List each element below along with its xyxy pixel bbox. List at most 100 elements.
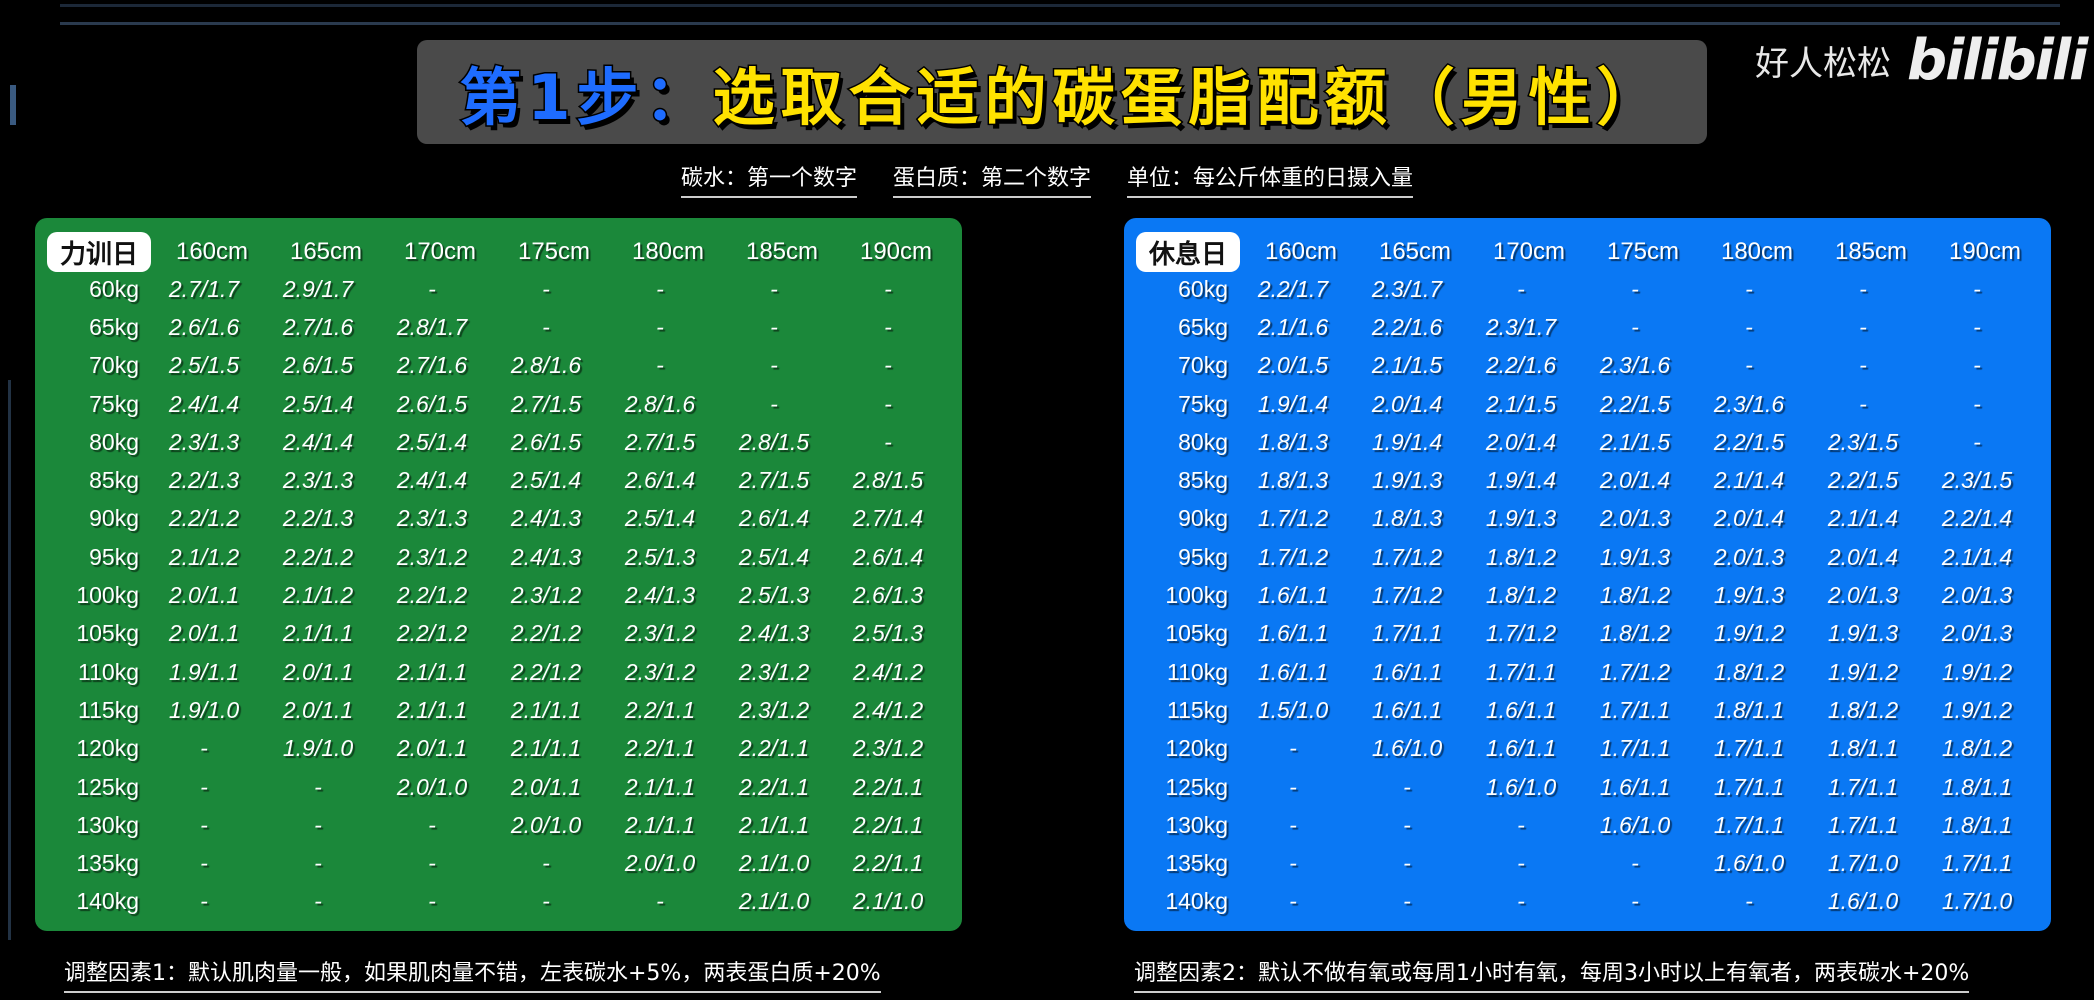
table-cell: 2.0/1.1	[168, 620, 240, 647]
table-cell: 2.5/1.4	[624, 505, 696, 532]
table-cell: 2.5/1.5	[168, 352, 240, 379]
table-row: 115kg 1.5/1.0 1.6/1.1 1.6/1.1 1.7/1.1 1.8/1.1…	[1124, 691, 2042, 729]
table-cell: -	[1631, 313, 1639, 340]
table-cell: -	[200, 888, 208, 915]
table-row: 120kg - 1.9/1.0 2.0/1.1 2.1/1.1 2.2/1.1 2.2/1.…	[35, 730, 953, 768]
table-row: 130kg - - - 2.0/1.0 2.1/1.1 2.1/1.1 2.2/1.1	[35, 806, 953, 844]
table-cell: 2.7/1.5	[510, 390, 582, 417]
table-cell: -	[314, 811, 322, 838]
weight-label: 120kg	[1165, 735, 1228, 762]
table-row: 140kg - - - - - 1.6/1.0 1.7/1.0	[1124, 883, 2042, 921]
table-cell: 1.8/1.2	[1713, 658, 1785, 685]
watermark: 好人松松 bilibili	[1755, 28, 2088, 93]
table-cell: 2.6/1.4	[852, 543, 924, 570]
table-cell: 1.9/1.3	[1371, 467, 1443, 494]
table-cell: -	[1859, 275, 1867, 302]
table-cell: -	[1289, 735, 1297, 762]
table-cell: 2.3/1.5	[1827, 428, 1899, 455]
table-row: 115kg 1.9/1.0 2.0/1.1 2.1/1.1 2.1/1.1 2.2/1.1…	[35, 691, 953, 729]
weight-label: 140kg	[1165, 888, 1228, 915]
table-cell: -	[314, 850, 322, 877]
table-cell: 2.0/1.0	[510, 811, 582, 838]
table-cell: 2.2/1.2	[282, 543, 354, 570]
table-cell: 1.8/1.2	[1827, 696, 1899, 723]
weight-label: 85kg	[1178, 467, 1228, 494]
table-cell: -	[1517, 811, 1525, 838]
table-cell: 1.6/1.0	[1713, 850, 1785, 877]
table-cell: 1.9/1.2	[1827, 658, 1899, 685]
table-cell: -	[428, 811, 436, 838]
table-cell: 2.0/1.5	[1257, 352, 1329, 379]
table-cell: 2.0/1.1	[282, 696, 354, 723]
table-row: 140kg - - - - - 2.1/1.0 2.1/1.0	[35, 883, 953, 921]
table-cell: 2.7/1.7	[168, 275, 240, 302]
table-cell: 2.4/1.4	[168, 390, 240, 417]
table-cell: 2.2/1.2	[168, 505, 240, 532]
table-cell: 2.1/1.1	[396, 658, 468, 685]
table-cell: -	[1745, 888, 1753, 915]
table-row: 90kg 1.7/1.2 1.8/1.3 1.9/1.3 2.0/1.3 2.0/1.4 2…	[1124, 500, 2042, 538]
table-cell: -	[1973, 390, 1981, 417]
table-cell: -	[542, 313, 550, 340]
table-cell: 1.9/1.2	[1941, 658, 2013, 685]
table-cell: 1.7/1.1	[1713, 773, 1785, 800]
table-row: 120kg - 1.6/1.0 1.6/1.1 1.7/1.1 1.7/1.1 1.8/1.…	[1124, 730, 2042, 768]
table-cell: 2.0/1.3	[1713, 543, 1785, 570]
table-cell: 2.3/1.2	[852, 735, 924, 762]
table-cell: 2.4/1.3	[510, 543, 582, 570]
decorative-frame-line	[8, 380, 11, 940]
table-cell: 1.8/1.3	[1257, 467, 1329, 494]
table-cell: 1.8/1.2	[1941, 735, 2013, 762]
table-row: 65kg 2.1/1.6 2.2/1.6 2.3/1.7 - - - -	[1124, 308, 2042, 346]
table-cell: 1.7/1.1	[1371, 620, 1443, 647]
table-row: 105kg 1.6/1.1 1.7/1.1 1.7/1.2 1.8/1.2 1.9/1.2…	[1124, 615, 2042, 653]
weight-label: 135kg	[76, 850, 139, 877]
weight-label: 65kg	[1178, 313, 1228, 340]
table-cell: 1.6/1.1	[1485, 696, 1557, 723]
decorative-frame-line	[60, 4, 2060, 7]
table-row: 75kg 1.9/1.4 2.0/1.4 2.1/1.5 2.2/1.5 2.3/1.6 -…	[1124, 385, 2042, 423]
table-cell: 2.1/1.2	[168, 543, 240, 570]
table-cell: 2.2/1.1	[852, 773, 924, 800]
table-row: 125kg - - 2.0/1.0 2.0/1.1 2.1/1.1 2.2/1.1 2.2/1…	[35, 768, 953, 806]
table-cell: 2.0/1.0	[396, 773, 468, 800]
table-cell: -	[428, 275, 436, 302]
table-cell: 2.2/1.6	[1485, 352, 1557, 379]
weight-label: 70kg	[1178, 352, 1228, 379]
table-cell: 2.3/1.2	[396, 543, 468, 570]
table-cell: 2.5/1.4	[738, 543, 810, 570]
weight-label: 110kg	[1167, 658, 1228, 685]
table-cell: -	[314, 888, 322, 915]
table-cell: 2.1/1.4	[1827, 505, 1899, 532]
table-cell: 1.8/1.2	[1485, 582, 1557, 609]
table-cell: 2.5/1.4	[396, 428, 468, 455]
table-row: 110kg 1.6/1.1 1.6/1.1 1.7/1.1 1.7/1.2 1.8/1.2…	[1124, 653, 2042, 691]
weight-label: 65kg	[89, 313, 139, 340]
table-cell: 1.6/1.1	[1371, 658, 1443, 685]
bilibili-logo: bilibili	[1907, 28, 2088, 93]
table-cell: 2.0/1.0	[624, 850, 696, 877]
table-cell: 2.5/1.3	[852, 620, 924, 647]
table-cell: 2.1/1.1	[510, 696, 582, 723]
table-cell: 2.0/1.3	[1941, 582, 2013, 609]
table-cell: -	[1289, 888, 1297, 915]
weight-label: 90kg	[89, 505, 139, 532]
title-banner: 第1步：选取合适的碳蛋脂配额（男性）	[417, 40, 1707, 144]
table-cell: 2.1/1.5	[1599, 428, 1671, 455]
table-cell: 1.9/1.4	[1371, 428, 1443, 455]
weight-label: 80kg	[89, 428, 139, 455]
table-cell: -	[884, 390, 892, 417]
table-cell: 2.9/1.7	[282, 275, 354, 302]
table-cell: 1.8/1.2	[1599, 620, 1671, 647]
table-cell: 2.8/1.6	[624, 390, 696, 417]
page-title: 第1步：选取合适的碳蛋脂配额（男性）	[458, 47, 1664, 137]
table-cell: -	[1289, 811, 1297, 838]
weight-label: 125kg	[76, 773, 139, 800]
table-cell: -	[884, 428, 892, 455]
table-cell: 1.6/1.0	[1371, 735, 1443, 762]
table-cell: 2.3/1.3	[168, 428, 240, 455]
table-cell: -	[542, 275, 550, 302]
table-cell: 2.7/1.6	[282, 313, 354, 340]
table-cell: 2.1/1.0	[738, 850, 810, 877]
table-cell: -	[770, 275, 778, 302]
